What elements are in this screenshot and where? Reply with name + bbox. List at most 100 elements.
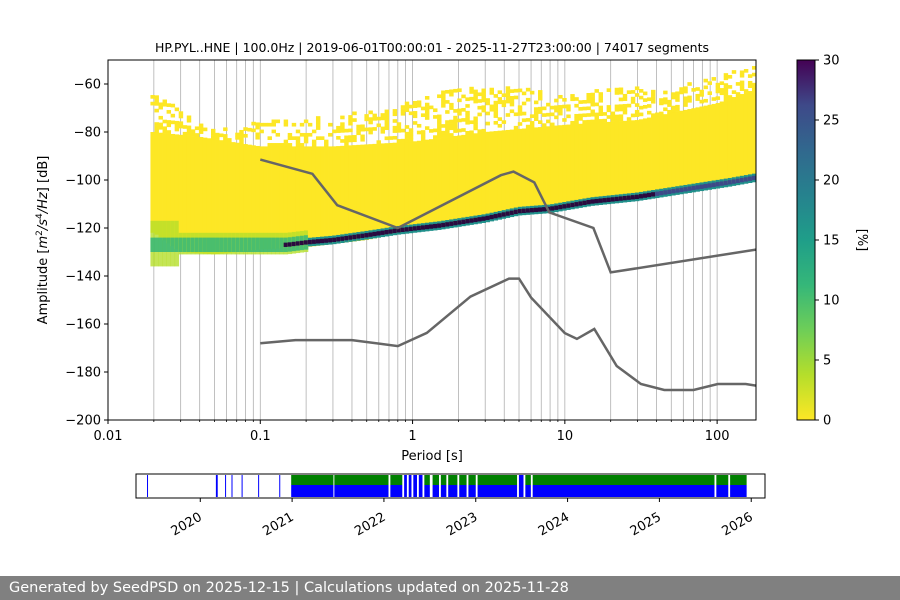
mode-cell [348,235,353,240]
heatmap-cell [586,123,591,204]
heatmap-cell [517,88,523,93]
heatmap-cell [392,119,398,123]
heatmap-cell [437,94,442,99]
mode-cell [691,185,696,191]
heatmap-cell [303,132,309,137]
heatmap-cell [178,114,184,119]
heatmap-cell [235,142,240,253]
heatmap-cell [473,89,478,94]
heatmap-cell [578,100,583,104]
heatmap-cell [485,121,490,126]
heatmap-cell [671,112,676,192]
timeline-year-ticks: 2020 2021 2022 2023 2024 2025 2026 [169,498,756,539]
heatmap-cell [400,111,406,116]
heatmap-cell [586,96,591,101]
availability-timeline: 2020 2021 2022 2023 2024 2025 2026 [135,473,766,539]
timeline-segments [147,475,747,497]
mode-cell [699,184,704,189]
heatmap-cell [558,108,563,113]
heatmap-cell [255,135,260,140]
mode-cell [614,196,620,202]
heatmap-cell [186,118,192,123]
heatmap-cell [594,112,599,117]
colorbar-ticks: 0 5 10 15 20 25 30 [815,54,840,429]
heatmap-cell [182,125,188,129]
heatmap-cell [453,129,458,133]
mode-cell [747,176,753,181]
heatmap-cell [606,115,612,119]
mode-cell [291,241,297,247]
heatmap-cell [731,70,737,74]
heatmap-cell [501,103,507,108]
heatmap-cell [618,114,624,119]
heatmap-cell [295,139,301,144]
heatmap-cell [473,99,478,104]
heatmap-cell [715,82,721,87]
noise-models [259,158,756,392]
heatmap-cell [384,136,390,141]
heatmap-cell [315,119,321,124]
heatmap-cell [679,90,684,95]
heatmap-cell [211,237,216,252]
heatmap-cell [384,112,390,117]
mode-cell [647,192,652,198]
nhnm-line [259,158,756,274]
timeline-flag-segment [716,475,729,485]
heatmap-cell [554,125,559,208]
heatmap-cell [352,145,357,242]
heatmap-cell [449,136,454,225]
heatmap-cell [594,102,599,107]
footer-text: Generated by SeedPSD on 2025-12-15 | Cal… [9,580,569,596]
heatmap-cell [348,128,353,133]
heatmap-cell [182,237,188,252]
heatmap-cell [699,93,704,97]
heatmap-cell [449,106,454,110]
heatmap-cell [307,122,313,127]
heatmap-cell [408,131,414,136]
heatmap-cell [166,103,172,107]
heatmap-cell [711,103,717,186]
x-axis-ticks: 0.01 0.1 1 10 100 [94,420,730,444]
heatmap-cell [618,90,624,95]
heatmap-cell [554,105,559,110]
heatmap-cell [513,112,519,117]
heatmap-cell [622,97,628,101]
heatmap-cell [299,146,305,248]
heatmap-cell [614,118,620,122]
heatmap-cell [445,100,450,104]
heatmap-cell [178,237,184,252]
mode-cell [505,211,511,216]
heatmap-cell [642,91,648,96]
mode-cell [441,222,446,228]
heatmap-cell [412,121,418,125]
heatmap-cell [586,106,591,111]
heatmap-cell [699,99,704,104]
heatmap-cell [586,92,591,97]
heatmap-cell [360,137,365,142]
heatmap-cell [328,122,333,127]
heatmap-cell [332,129,337,134]
timeline-flag-segment [459,475,467,485]
heatmap-cell [622,107,628,112]
heatmap-cell [618,107,624,112]
heatmap-cell [408,134,414,139]
heatmap-cell [703,85,708,90]
heatmap-cell [614,114,620,119]
heatmap-cell [469,120,474,125]
heatmap-cell [485,101,490,106]
heatmap-cell [513,88,519,93]
heatmap-cell [667,103,672,107]
heatmap-cell [594,122,599,203]
heatmap-cell [441,103,446,108]
heatmap-cell [505,99,511,104]
heatmap-cell [651,89,656,94]
heatmap-cell [445,133,450,138]
heatmap-cell [469,96,474,101]
heatmap-cell [186,237,192,252]
heatmap-cell [542,123,547,127]
heatmap-cell [303,139,309,144]
heatmap-cell [263,122,268,127]
heatmap-cell [505,113,511,117]
heatmap-cell [558,94,563,99]
heatmap-cell [465,117,470,122]
